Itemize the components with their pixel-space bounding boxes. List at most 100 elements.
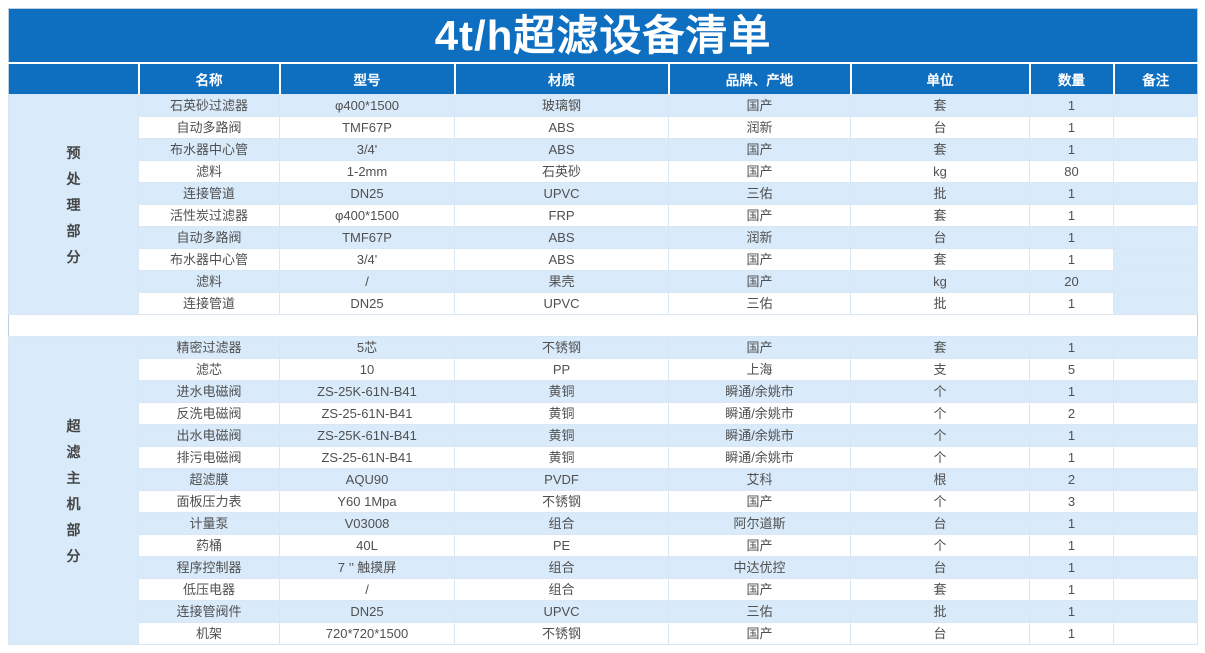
cell-unit: 批 [850, 292, 1030, 315]
cell-model: φ400*1500 [279, 204, 455, 227]
cell-brand: 国产 [668, 138, 851, 161]
group-label-char: 主 [66, 469, 81, 486]
cell-remark [1112, 116, 1199, 139]
cell-brand: 国产 [668, 578, 851, 601]
table-row: 进水电磁阀 ZS-25K-61N-B41 黄铜 瞬通/余姚市个 1 [9, 380, 1199, 403]
section-separator-row [8, 314, 1198, 337]
cell-model: 7 ’’ 触摸屏 [279, 556, 455, 579]
group-label-char: 分 [66, 248, 81, 265]
col-header-name: 名称 [137, 62, 280, 95]
cell-remark [1112, 292, 1199, 315]
cell-qty: 80 [1029, 160, 1114, 183]
cell-model: DN25 [279, 182, 455, 205]
cell-unit: 个 [850, 380, 1030, 403]
cell-name: 精密过滤器 [138, 336, 280, 359]
cell-material: FRP [454, 204, 669, 227]
cell-brand: 国产 [668, 248, 851, 271]
cell-model: 40L [279, 534, 455, 557]
cell-remark [1112, 204, 1199, 227]
cell-qty: 1 [1029, 292, 1114, 315]
cell-unit: 个 [850, 402, 1030, 425]
table-row: 机架 720*720*1500 不锈钢 国产台 1 [9, 622, 1199, 645]
table-row: 滤料 1-2mm 石英砂 国产 kg 80 [9, 160, 1199, 183]
cell-material: 不锈钢 [454, 336, 669, 359]
cell-material: PP [454, 358, 669, 381]
cell-qty: 1 [1029, 424, 1114, 447]
group-label: 超滤主机部分 [8, 336, 139, 645]
table-row: 反洗电磁阀 ZS-25-61N-B41 黄铜 瞬通/余姚市个 2 [9, 402, 1199, 425]
cell-unit: 套 [850, 336, 1030, 359]
equipment-list-sheet: 4t/h超滤设备清单 名称 型号 材质 品牌、产地 单位 数量 备注 预处理部分… [8, 8, 1199, 645]
cell-brand: 国产 [668, 336, 851, 359]
cell-material: PVDF [454, 468, 669, 491]
cell-name: 药桶 [138, 534, 280, 557]
cell-brand: 中达优控 [668, 556, 851, 579]
group-label: 预处理部分 [8, 94, 139, 315]
cell-qty: 5 [1029, 358, 1114, 381]
cell-material: ABS [454, 138, 669, 161]
cell-remark [1112, 512, 1199, 535]
cell-remark [1112, 622, 1199, 645]
cell-name: 滤料 [138, 160, 280, 183]
table-row: 面板压力表 Y60 1Mpa 不锈钢 国产个 3 [9, 490, 1199, 513]
cell-material: ABS [454, 248, 669, 271]
col-header-remark: 备注 [1112, 62, 1198, 95]
cell-name: 进水电磁阀 [138, 380, 280, 403]
cell-material: PE [454, 534, 669, 557]
cell-unit: 批 [850, 600, 1030, 623]
cell-qty: 1 [1029, 182, 1114, 205]
title-row: 4t/h超滤设备清单 [8, 8, 1198, 63]
cell-unit: 套 [850, 204, 1030, 227]
cell-unit: 台 [850, 512, 1030, 535]
cell-qty: 1 [1029, 94, 1114, 117]
cell-brand: 国产 [668, 534, 851, 557]
cell-name: 反洗电磁阀 [138, 402, 280, 425]
cell-model: AQU90 [279, 468, 455, 491]
cell-unit: 个 [850, 446, 1030, 469]
table-row: 药桶 40L PE 国产个 1 [9, 534, 1199, 557]
cell-unit: 台 [850, 556, 1030, 579]
col-header-qty: 数量 [1028, 62, 1114, 95]
cell-remark [1112, 556, 1199, 579]
cell-material: 石英砂 [454, 160, 669, 183]
header-blank-cell [8, 62, 139, 95]
cell-remark [1112, 402, 1199, 425]
cell-qty: 1 [1029, 622, 1114, 645]
cell-name: 程序控制器 [138, 556, 280, 579]
cell-model: ZS-25K-61N-B41 [279, 380, 455, 403]
table-row: 滤料 / 果壳 国产 kg 20 [9, 270, 1199, 293]
cell-material: 黄铜 [454, 424, 669, 447]
cell-remark [1112, 336, 1199, 359]
cell-unit: 个 [850, 424, 1030, 447]
table-row: 出水电磁阀 ZS-25K-61N-B41 黄铜 瞬通/余姚市个 1 [9, 424, 1199, 447]
cell-material: ABS [454, 116, 669, 139]
cell-brand: 瞬通/余姚市 [668, 446, 851, 469]
table-row: 连接管阀件 DN25 UPVC 三佑批 1 [9, 600, 1199, 623]
group-label-char: 滤 [66, 443, 81, 460]
group-label-char: 超 [66, 417, 81, 434]
cell-remark [1112, 358, 1199, 381]
cell-qty: 1 [1029, 578, 1114, 601]
cell-qty: 2 [1029, 402, 1114, 425]
cell-material: ABS [454, 226, 669, 249]
cell-remark [1112, 468, 1199, 491]
table-row: 滤芯 10 PP 上海支 5 [9, 358, 1199, 381]
cell-qty: 1 [1029, 380, 1114, 403]
cell-unit: 套 [850, 578, 1030, 601]
table-row: 排污电磁阀 ZS-25-61N-B41 黄铜 瞬通/余姚市个 1 [9, 446, 1199, 469]
cell-brand: 国产 [668, 270, 851, 293]
cell-brand: 瞬通/余姚市 [668, 424, 851, 447]
cell-remark [1112, 380, 1199, 403]
cell-remark [1112, 578, 1199, 601]
cell-qty: 1 [1029, 512, 1114, 535]
cell-model: DN25 [279, 292, 455, 315]
cell-model: φ400*1500 [279, 94, 455, 117]
cell-unit: kg [850, 270, 1030, 293]
cell-brand: 上海 [668, 358, 851, 381]
col-header-model: 型号 [278, 62, 455, 95]
cell-qty: 2 [1029, 468, 1114, 491]
cell-unit: 根 [850, 468, 1030, 491]
cell-model: 1-2mm [279, 160, 455, 183]
cell-brand: 国产 [668, 94, 851, 117]
cell-unit: 套 [850, 94, 1030, 117]
